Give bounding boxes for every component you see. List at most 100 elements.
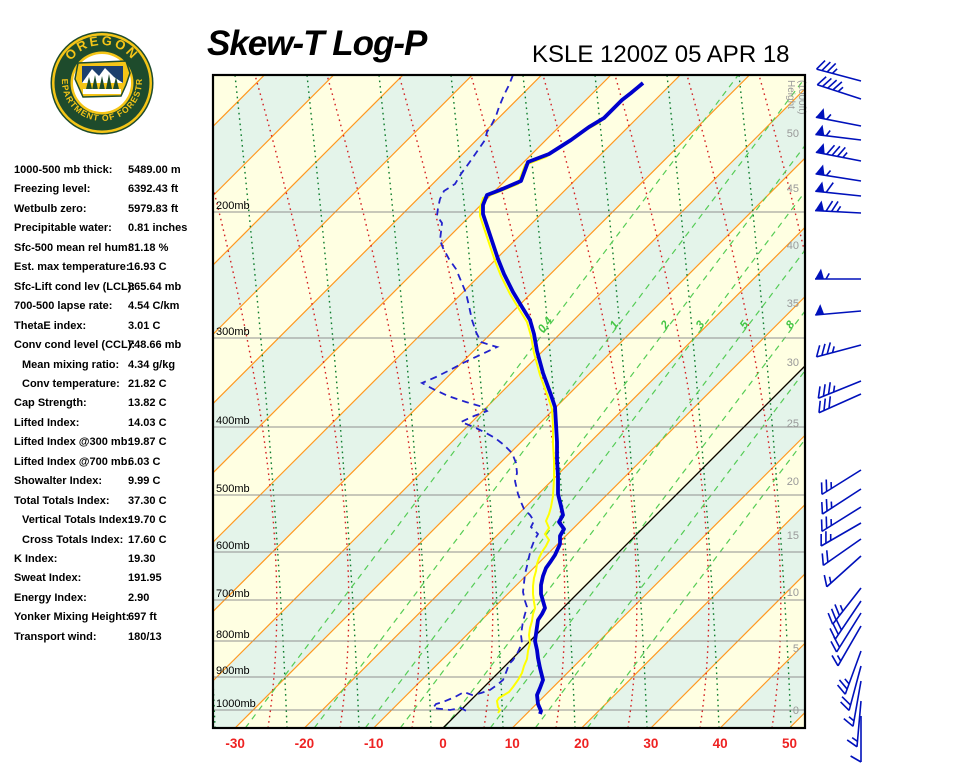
stat-row: Transport wind: 180/13: [14, 631, 214, 645]
barb-line: [815, 190, 862, 197]
barb-line: [821, 77, 832, 88]
stat-label: Est. max temperature:: [14, 261, 130, 274]
pressure-label: 700mb: [216, 588, 250, 600]
wind-barb: [843, 680, 862, 727]
barb-flag: [815, 200, 825, 212]
barb-line: [832, 81, 843, 91]
barb-line: [825, 499, 828, 512]
stat-label: Sweat Index:: [14, 572, 82, 585]
barb-line: [827, 612, 834, 625]
band-green: [213, 88, 805, 728]
barb-line: [822, 384, 826, 397]
wind-barb: [816, 60, 862, 82]
barb-line: [821, 343, 826, 356]
wind-barb: [846, 700, 862, 748]
pressure-label: 400mb: [216, 415, 250, 427]
stat-row: Sfc-Lift cond lev (LCL): 865.64 mb: [14, 281, 214, 295]
stat-label: Showalter Index:: [14, 475, 103, 488]
wind-barb: [815, 164, 862, 182]
pressure-label: 900mb: [216, 665, 250, 677]
wind-barb: [815, 108, 862, 127]
barb-line: [825, 200, 834, 212]
stat-row: Showalter Index: 9.99 C: [14, 475, 214, 489]
barb-line: [843, 717, 854, 727]
wind-barb: [831, 625, 862, 667]
moist-adiabat-lines: [111, 75, 805, 728]
stat-value: 19.87 C: [128, 436, 167, 449]
barb-flag: [815, 164, 825, 176]
barb-line: [826, 113, 832, 120]
stat-label: Wetbulb zero:: [14, 202, 87, 215]
wind-barb: [820, 469, 862, 496]
stat-value: 180/13: [128, 630, 162, 643]
stat-value: 865.64 mb: [128, 280, 182, 293]
dry-adiabat: [213, 666, 216, 728]
barb-line: [837, 86, 844, 93]
moist-adiabat: [470, 75, 566, 728]
mixing-ratio-line: [399, 190, 805, 728]
pressure-label: 300mb: [216, 326, 250, 338]
moist-adiabat: [111, 75, 205, 728]
mixing-ratio-line: [364, 144, 805, 728]
barb-line: [826, 144, 836, 155]
stat-row: Wetbulb zero: 5979.83 ft: [14, 203, 214, 217]
temperature-axis-labels: -30 -20 -10 0 10 20 30 40 50: [225, 736, 797, 751]
stat-label: Lifted Index:: [14, 416, 80, 429]
barb-line: [828, 576, 832, 584]
barb-line: [821, 506, 862, 533]
temp-axis-label: 50: [782, 736, 797, 751]
height-tick-label: 5: [793, 643, 799, 655]
wind-barb: [815, 342, 862, 358]
barb-line: [818, 400, 822, 413]
temp-axis-label: 0: [439, 736, 447, 751]
temp-axis-label: -10: [364, 736, 384, 751]
barb-line: [820, 522, 862, 547]
temp-axis-label: 40: [713, 736, 728, 751]
stat-value: 21.82 C: [128, 377, 167, 390]
odf-logo: OREGON DEPARTMENT OF FORESTRY: [42, 23, 162, 145]
mixing-ratio-lines: [244, 75, 805, 728]
barb-line: [840, 701, 850, 711]
stat-row: Est. max temperature: 16.93 C: [14, 261, 214, 275]
stat-label: Conv cond level (CCL):: [14, 339, 136, 352]
isotherm-line: [234, 157, 805, 728]
wind-barb: [817, 380, 862, 399]
isotherm-line: [213, 75, 473, 336]
stat-row: 700-500 lapse rate: 4.54 C/km: [14, 300, 214, 314]
stat-label: Vertical Totals Index:: [22, 514, 132, 527]
barb-line: [815, 310, 862, 316]
moist-adiabat: [686, 75, 782, 728]
wind-barb-column: [815, 60, 862, 763]
barb-flag: [815, 108, 825, 119]
wind-barb: [818, 393, 862, 414]
barb-line: [839, 604, 844, 612]
stat-row: Conv cond level (CCL): 748.66 mb: [14, 339, 214, 353]
stat-value: 17.60 C: [128, 533, 167, 546]
barb-line: [851, 736, 858, 743]
barb-line: [826, 342, 832, 355]
sounding-traces: [419, 75, 645, 715]
barb-line: [821, 553, 825, 566]
wind-barb: [850, 716, 862, 763]
chart-frame: [211, 73, 807, 730]
mixing-ratio-line: [489, 310, 805, 728]
barb-line: [816, 68, 862, 82]
pressure-label: 500mb: [216, 483, 250, 495]
stat-row: Vertical Totals Index: 19.70 C: [14, 514, 214, 528]
stat-label: Total Totals Index:: [14, 494, 110, 507]
barb-line: [815, 345, 821, 358]
barb-line: [848, 716, 855, 722]
stat-value: 2.90: [128, 591, 150, 604]
barb-line: [831, 145, 841, 156]
stat-label: Yonker Mixing Height:: [14, 611, 130, 624]
wind-barb: [820, 488, 862, 515]
barb-line: [825, 182, 834, 193]
barb-line: [815, 209, 862, 214]
stat-label: Cross Totals Index:: [22, 533, 124, 546]
wind-barb: [821, 538, 862, 567]
barb-line: [817, 84, 862, 100]
stat-label: K Index:: [14, 553, 58, 565]
barb-line: [821, 469, 862, 496]
wind-barb: [815, 143, 862, 162]
